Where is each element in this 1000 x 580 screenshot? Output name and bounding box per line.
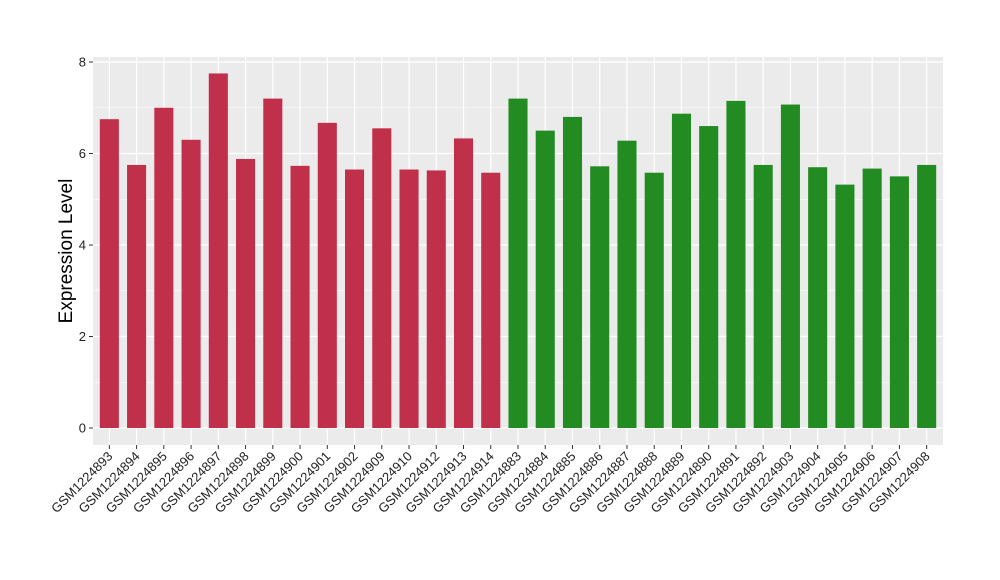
y-tick-label: 8 — [79, 55, 86, 70]
bar-GSM1224883 — [508, 98, 528, 428]
bar-GSM1224885 — [562, 116, 583, 429]
bar-GSM1224912 — [426, 170, 446, 429]
bar-GSM1224891 — [726, 100, 746, 428]
bar-GSM1224910 — [399, 169, 419, 428]
bar-GSM1224907 — [889, 176, 909, 428]
y-tick-label: 2 — [79, 329, 86, 344]
bar-GSM1224886 — [590, 166, 610, 428]
bar-GSM1224900 — [290, 165, 310, 429]
bar-GSM1224894 — [127, 164, 147, 428]
bar-GSM1224899 — [263, 98, 283, 428]
y-tick-label: 0 — [79, 421, 86, 436]
bar-GSM1224909 — [372, 128, 392, 428]
bar-GSM1224896 — [181, 139, 201, 428]
bar-GSM1224888 — [644, 172, 664, 428]
bar-GSM1224897 — [208, 73, 228, 428]
bar-GSM1224895 — [154, 107, 174, 428]
bar-GSM1224908 — [917, 164, 937, 428]
y-tick-label: 6 — [79, 146, 86, 161]
bar-GSM1224901 — [317, 122, 337, 428]
bar-GSM1224890 — [699, 126, 719, 429]
bar-GSM1224906 — [862, 168, 882, 428]
x-axis: GSM1224893GSM1224894GSM1224895GSM1224896… — [48, 445, 933, 516]
y-axis-title: Expression Level — [56, 179, 77, 324]
y-tick-label: 4 — [79, 238, 86, 253]
bars — [99, 73, 937, 429]
bar-GSM1224889 — [671, 113, 691, 428]
bar-GSM1224914 — [481, 172, 501, 428]
y-axis: 0 2 4 6 8 — [79, 55, 93, 436]
bar-GSM1224913 — [453, 138, 474, 428]
bar-GSM1224898 — [236, 158, 256, 429]
bar-GSM1224892 — [753, 164, 773, 428]
bar-GSM1224903 — [780, 104, 800, 429]
bar-GSM1224887 — [617, 140, 637, 428]
bar-GSM1224893 — [99, 119, 119, 428]
bar-GSM1224902 — [345, 169, 365, 428]
bar-GSM1224905 — [835, 184, 855, 428]
bar-GSM1224904 — [808, 167, 828, 428]
bar-GSM1224884 — [535, 130, 555, 428]
